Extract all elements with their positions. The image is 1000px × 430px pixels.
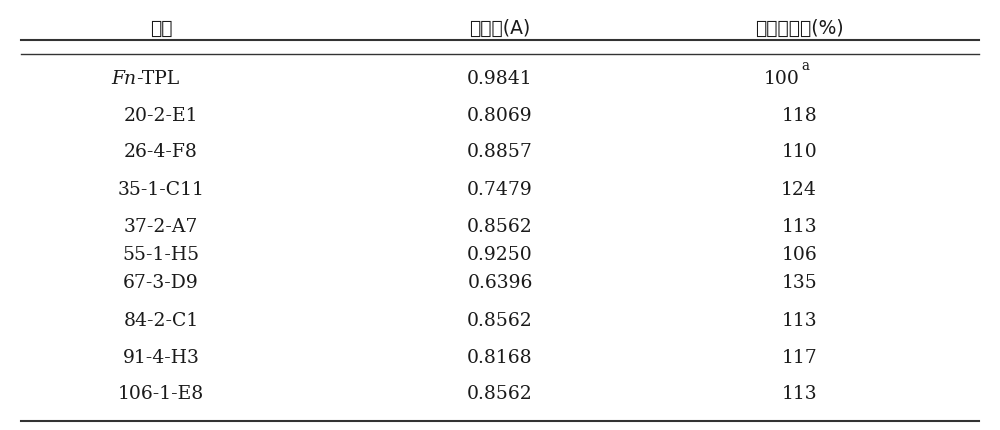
Text: 吸光值(A): 吸光值(A) (469, 18, 531, 37)
Text: 35-1-C11: 35-1-C11 (118, 181, 204, 198)
Text: 91-4-H3: 91-4-H3 (123, 348, 199, 366)
Text: 84-2-C1: 84-2-C1 (123, 311, 199, 329)
Text: 0.9250: 0.9250 (467, 246, 533, 263)
Text: 113: 113 (781, 217, 817, 235)
Text: 113: 113 (781, 311, 817, 329)
Text: 相对吸光值(%): 相对吸光值(%) (755, 18, 843, 37)
Text: 0.8562: 0.8562 (467, 384, 533, 402)
Text: 106: 106 (781, 246, 817, 263)
Text: 菌种: 菌种 (150, 18, 172, 37)
Text: 100: 100 (763, 70, 799, 88)
Text: 0.8168: 0.8168 (467, 348, 533, 366)
Text: 113: 113 (781, 384, 817, 402)
Text: a: a (801, 59, 809, 73)
Text: 0.8562: 0.8562 (467, 217, 533, 235)
Text: 55-1-H5: 55-1-H5 (122, 246, 200, 263)
Text: 67-3-D9: 67-3-D9 (123, 273, 199, 292)
Text: 0.6396: 0.6396 (467, 273, 533, 292)
Text: 118: 118 (781, 107, 817, 124)
Text: 106-1-E8: 106-1-E8 (118, 384, 204, 402)
Text: 37-2-A7: 37-2-A7 (124, 217, 198, 235)
Text: 0.8069: 0.8069 (467, 107, 533, 124)
Text: 0.9841: 0.9841 (467, 70, 533, 88)
Text: 135: 135 (781, 273, 817, 292)
Text: Fn: Fn (111, 70, 136, 88)
Text: 26-4-F8: 26-4-F8 (124, 143, 198, 161)
Text: 110: 110 (781, 143, 817, 161)
Text: -TPL: -TPL (136, 70, 179, 88)
Text: 0.8562: 0.8562 (467, 311, 533, 329)
Text: 0.7479: 0.7479 (467, 181, 533, 198)
Text: 20-2-E1: 20-2-E1 (124, 107, 198, 124)
Text: 0.8857: 0.8857 (467, 143, 533, 161)
Text: 124: 124 (781, 181, 817, 198)
Text: 117: 117 (781, 348, 817, 366)
